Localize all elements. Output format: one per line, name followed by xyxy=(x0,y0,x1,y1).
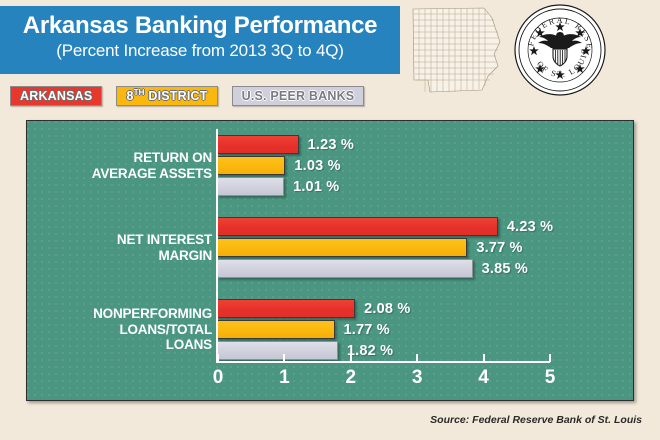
bar-value-label: 2.08 % xyxy=(364,300,411,317)
bar-value-label: 1.01 % xyxy=(293,178,340,195)
x-axis-tick xyxy=(349,354,352,362)
legend-label-arkansas: ARKANSAS xyxy=(20,89,93,103)
bar-chart-panel: RETURN ON AVERAGE ASSETS 1.23 % 1.03 % 1.01 … xyxy=(26,120,634,401)
federal-reserve-seal-icon: FEDERAL RESERVE BANK OF ST. LOUIS xyxy=(508,0,608,98)
y-axis-line xyxy=(216,129,218,361)
x-axis-tick xyxy=(416,354,419,362)
bar-value-label: 1.82 % xyxy=(346,342,394,359)
bar-group-label-line: NONPERFORMING xyxy=(93,306,212,322)
header-banner: Arkansas Banking Performance (Percent In… xyxy=(0,6,400,74)
bar-group-label-line: LOANS/TOTAL xyxy=(119,321,212,337)
bar-value-label: 3.85 % xyxy=(481,260,528,277)
bar-group-label-line: RETURN ON xyxy=(133,150,213,165)
bar-8th-district[interactable] xyxy=(217,320,335,339)
chart-legend: ARKANSAS 8TH DISTRICT U.S. PEER BANKS xyxy=(10,86,365,106)
page-subtitle: (Percent Increase from 2013 3Q to 4Q) xyxy=(56,41,344,60)
bar-8th-district[interactable] xyxy=(217,238,468,257)
bar-u-s-peer-banks[interactable] xyxy=(217,177,285,196)
x-axis-tick xyxy=(217,354,219,362)
bar-group-label: NET INTEREST MARGIN xyxy=(27,232,212,263)
bar-group-label-line: AVERAGE ASSETS xyxy=(91,165,212,181)
x-axis-tick xyxy=(283,354,286,362)
bar-row: 1.01 % xyxy=(217,177,633,196)
arkansas-county-map-icon xyxy=(408,4,504,96)
bar-group-label-line: LOANS xyxy=(165,337,212,353)
bar-row: 3.77 % xyxy=(217,238,633,257)
bar-row: 3.85 % xyxy=(217,259,633,278)
bar-row: 1.03 % xyxy=(217,156,633,175)
bar-arkansas[interactable] xyxy=(217,299,356,318)
x-axis-tick-label: 1 xyxy=(279,367,290,388)
bar-8th-district[interactable] xyxy=(217,156,286,175)
bar-group-label-line: MARGIN xyxy=(158,247,212,263)
page-title: Arkansas Banking Performance xyxy=(22,12,378,39)
x-axis-tick-label: 5 xyxy=(544,367,556,388)
bar-group-label-line: NET INTEREST xyxy=(116,232,212,247)
bar-u-s-peer-banks[interactable] xyxy=(217,341,338,360)
bar-group-label: RETURN ON AVERAGE ASSETS xyxy=(27,150,213,181)
x-axis-tick-label: 3 xyxy=(411,367,423,388)
bar-group-label: NONPERFORMING LOANS/TOTAL LOANS xyxy=(27,306,212,353)
bar-row: 2.08 % xyxy=(217,299,633,318)
x-axis-tick-label: 4 xyxy=(478,367,489,388)
x-axis-tick xyxy=(482,354,485,362)
bar-arkansas[interactable] xyxy=(217,135,299,154)
x-axis-tick xyxy=(549,354,551,362)
legend-label-us-peer-banks: U.S. PEER BANKS xyxy=(241,89,355,103)
bar-value-label: 1.23 % xyxy=(307,136,355,153)
bar-u-s-peer-banks[interactable] xyxy=(217,259,473,278)
source-note: Source: Federal Reserve Bank of St. Loui… xyxy=(430,414,642,426)
bar-value-label: 1.77 % xyxy=(343,321,390,338)
bar-row: 4.23 % xyxy=(217,217,633,236)
x-axis-line xyxy=(216,361,550,363)
bar-row: 1.77 % xyxy=(217,320,633,339)
bar-value-label: 4.23 % xyxy=(506,218,554,235)
x-axis-tick-label: 0 xyxy=(212,367,224,388)
bar-value-label: 1.03 % xyxy=(294,157,341,174)
bar-row: 1.82 % xyxy=(217,341,633,360)
legend-item-us-peer-banks[interactable]: U.S. PEER BANKS xyxy=(231,86,365,106)
bar-arkansas[interactable] xyxy=(217,217,498,236)
legend-label-8th-district: 8TH DISTRICT xyxy=(126,88,208,104)
bar-value-label: 3.77 % xyxy=(476,239,523,256)
legend-item-8th-district[interactable]: 8TH DISTRICT xyxy=(116,86,218,106)
legend-item-arkansas[interactable]: ARKANSAS xyxy=(10,86,103,106)
plot-area: RETURN ON AVERAGE ASSETS 1.23 % 1.03 % 1.01 … xyxy=(27,121,633,400)
x-axis-tick-label: 2 xyxy=(345,367,357,388)
bar-row: 1.23 % xyxy=(217,135,633,154)
